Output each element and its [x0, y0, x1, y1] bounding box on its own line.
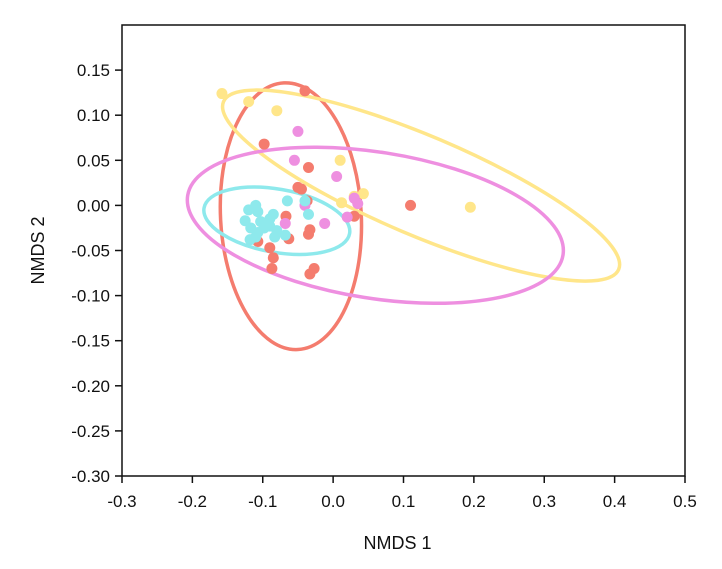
y-tick-label: 0.15 [77, 61, 110, 80]
group-4-point [243, 204, 255, 216]
group-4-point [269, 231, 281, 243]
group-4-point [281, 195, 293, 207]
y-tick-label: -0.20 [71, 377, 110, 396]
y-tick-label: 0.00 [77, 196, 110, 215]
x-axis-title: NMDS 1 [363, 533, 431, 553]
y-tick-label: 0.10 [77, 106, 110, 125]
group-4-point [299, 195, 311, 207]
group-2-point [216, 88, 228, 100]
group-3-point [292, 125, 304, 137]
y-axis-title: NMDS 2 [28, 216, 48, 284]
group-4-point [279, 229, 291, 241]
group-2-point [336, 197, 348, 209]
x-tick-label: -0.1 [248, 492, 277, 511]
x-tick-label: 0.0 [321, 492, 345, 511]
x-tick-label: 0.1 [392, 492, 416, 511]
group-3-point [319, 217, 331, 229]
x-axis-ticks: -0.3 -0.2 -0.1 0.0 0.1 0.2 0.3 0.4 0.5 [107, 476, 697, 511]
group-1-point [304, 268, 316, 280]
group-3-point [331, 171, 343, 183]
y-tick-label: 0.05 [77, 151, 110, 170]
group-1-point [302, 162, 314, 174]
group-2-point [334, 154, 346, 166]
group-3-point [352, 198, 364, 210]
group-1-point [299, 85, 311, 97]
y-tick-label: -0.30 [71, 467, 110, 486]
group-3-point [341, 211, 353, 223]
y-tick-label: -0.15 [71, 332, 110, 351]
group-4-point [302, 208, 314, 220]
x-tick-label: -0.2 [178, 492, 207, 511]
x-tick-label: 0.5 [673, 492, 697, 511]
group-2-point [357, 188, 369, 200]
group-1-point [267, 252, 279, 264]
group-2-point [271, 105, 283, 117]
data-points [216, 85, 476, 280]
group-2-point [464, 201, 476, 213]
group-1-point [405, 199, 417, 211]
group-1-point [266, 263, 278, 275]
group-1-point [264, 242, 276, 254]
group-4-point [244, 234, 256, 246]
x-tick-label: 0.3 [532, 492, 556, 511]
x-tick-label: 0.4 [603, 492, 627, 511]
y-axis-ticks: -0.30 -0.25 -0.20 -0.15 -0.10 -0.05 0.00 0.05 0.… [71, 61, 122, 486]
y-tick-label: -0.10 [71, 287, 110, 306]
group-1-point [302, 228, 314, 240]
group-1-point [258, 138, 270, 150]
x-tick-label: 0.2 [462, 492, 486, 511]
y-tick-label: -0.05 [71, 242, 110, 261]
group-3-ellipse [185, 145, 566, 306]
group-3-point [288, 154, 300, 166]
group-2-point [243, 96, 255, 108]
group-1-point [295, 183, 307, 195]
y-tick-label: -0.25 [71, 422, 110, 441]
group-4-point [252, 206, 264, 218]
group-2-ellipse [220, 88, 622, 283]
plot-frame [121, 24, 686, 477]
group-3-point [279, 217, 291, 229]
x-tick-label: -0.3 [107, 492, 136, 511]
